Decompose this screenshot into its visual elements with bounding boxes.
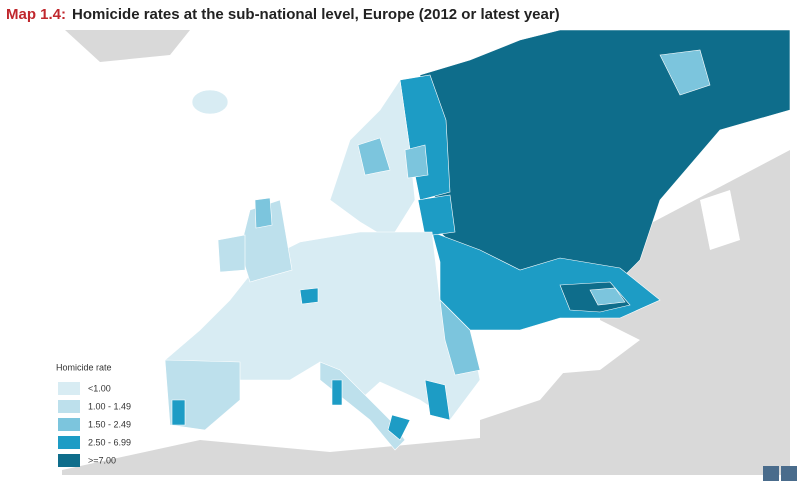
- legend-items: <1.00 1.00 - 1.49 1.50 - 2.49 2.50 - 6.99 >=…: [58, 382, 131, 467]
- legend-swatch: [58, 400, 80, 413]
- legend-label: >=7.00: [88, 455, 116, 465]
- region: [439, 299, 481, 376]
- region: [357, 137, 391, 176]
- sea: [700, 190, 740, 250]
- legend-label: 2.50 - 6.99: [88, 437, 131, 447]
- region: [589, 287, 626, 306]
- toolbar: [763, 466, 797, 481]
- region: [191, 89, 229, 115]
- fullscreen-button[interactable]: [781, 466, 797, 481]
- legend-title: Homicide rate: [56, 362, 112, 372]
- legend-swatch: [58, 436, 80, 449]
- region: [417, 194, 456, 237]
- region: [424, 379, 451, 421]
- map-number: Map 1.4:: [6, 6, 66, 23]
- region: [404, 144, 429, 179]
- legend-swatch: [58, 418, 80, 431]
- region: [254, 197, 273, 229]
- legend-swatch: [58, 454, 80, 467]
- map-title: Homicide rates at the sub-national level…: [72, 6, 560, 23]
- region: [217, 234, 246, 273]
- zoom-button[interactable]: [763, 466, 779, 481]
- legend-label: 1.00 - 1.49: [88, 401, 131, 411]
- map: [62, 29, 791, 475]
- legend: Homicide rate <1.00 1.00 - 1.49 1.50 - 2.4…: [56, 362, 131, 467]
- page-title: Map 1.4: Homicide rates at the sub-nation…: [6, 6, 560, 23]
- legend-label: <1.00: [88, 383, 111, 393]
- region: [299, 287, 319, 305]
- region: [659, 49, 711, 96]
- land-outside: [65, 30, 190, 62]
- region: [171, 399, 186, 426]
- legend-swatch: [58, 382, 80, 395]
- region: [387, 414, 411, 441]
- legend-label: 1.50 - 2.49: [88, 419, 131, 429]
- region: [331, 379, 343, 406]
- land-outside: [62, 438, 480, 475]
